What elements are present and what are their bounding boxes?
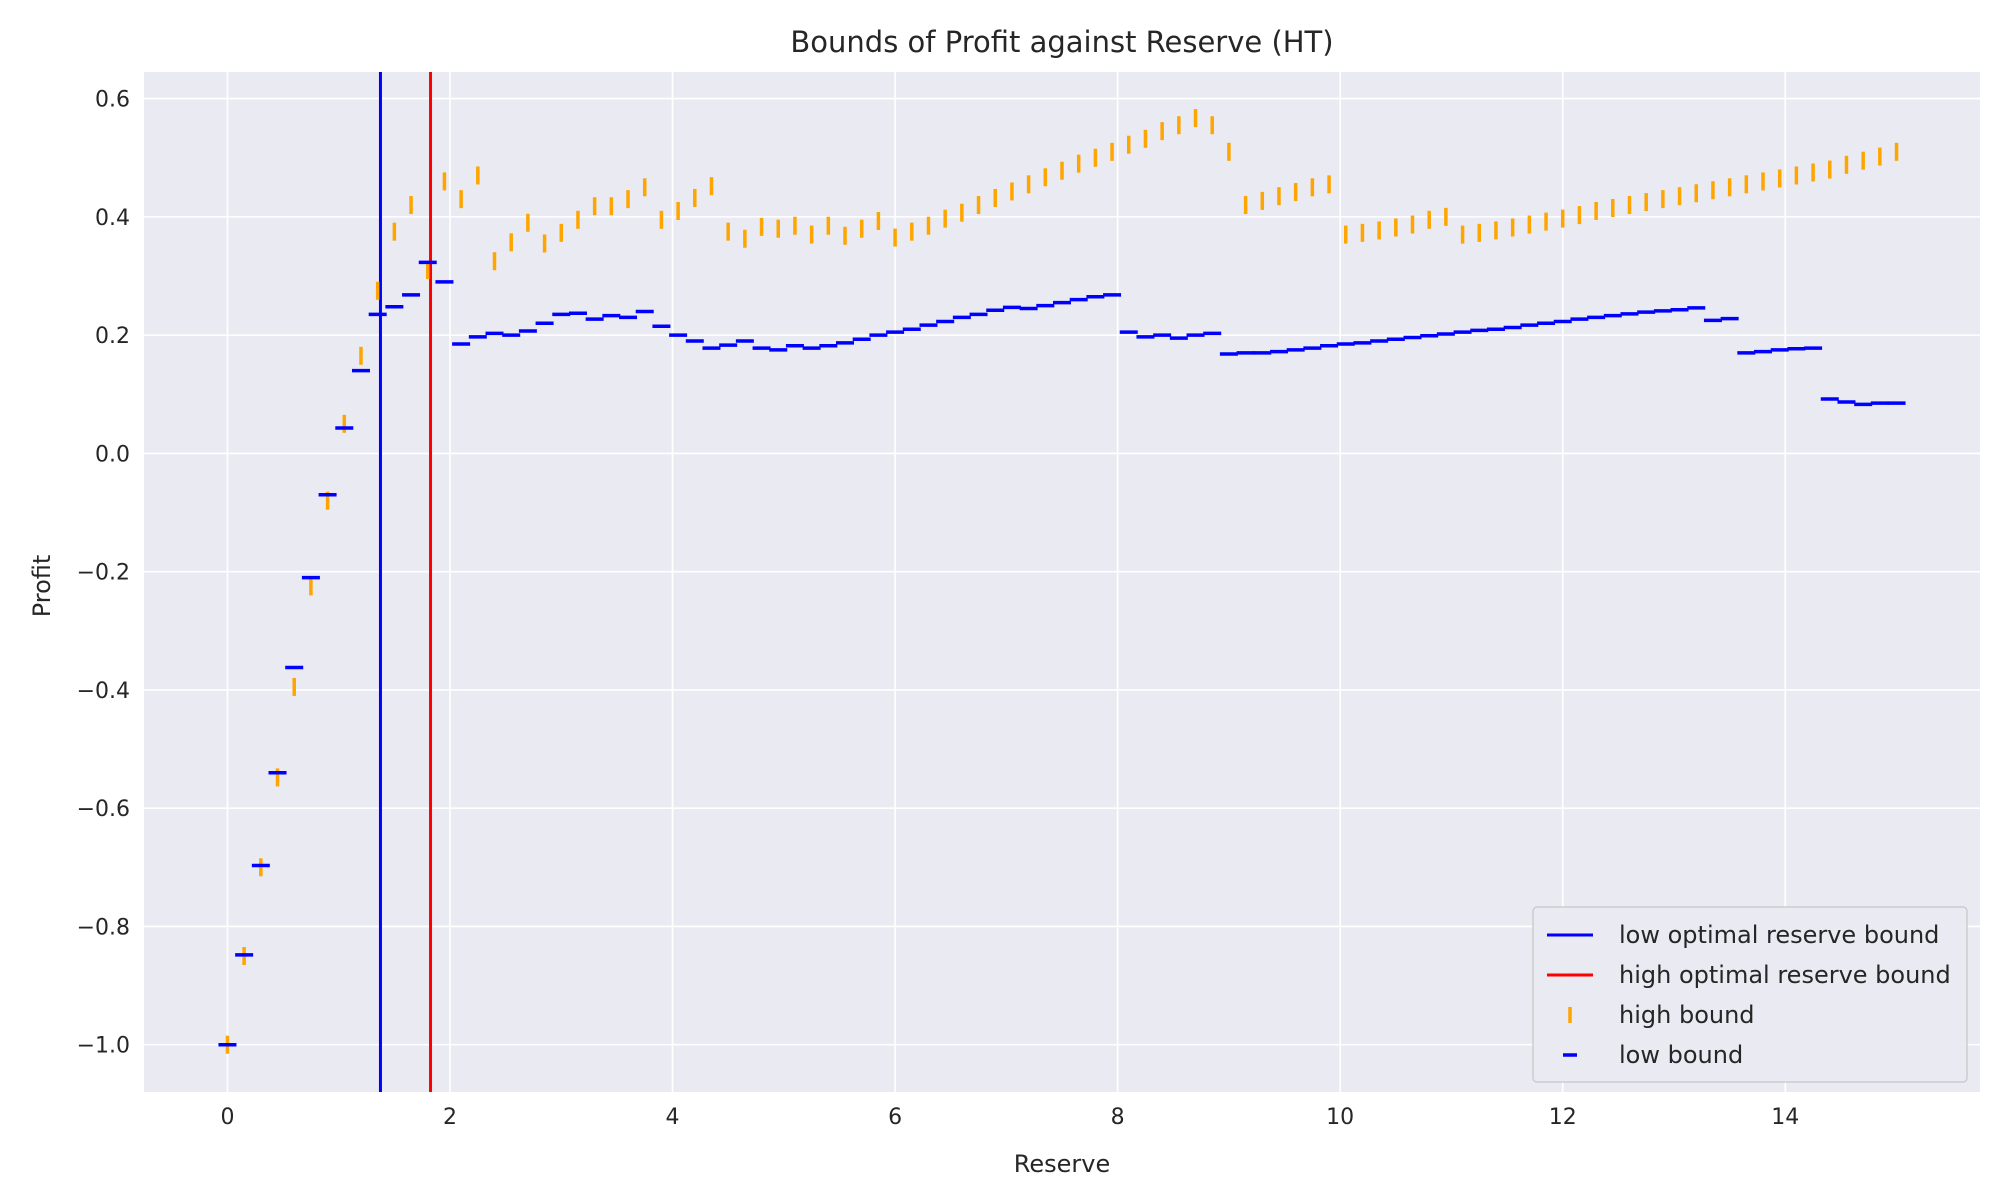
x-tick-label: 6 bbox=[888, 1105, 902, 1130]
y-tick-label: −0.4 bbox=[77, 679, 130, 704]
x-tick-label: 0 bbox=[220, 1105, 234, 1130]
data-marks bbox=[218, 109, 1906, 1054]
y-tick-label: 0.2 bbox=[95, 324, 130, 349]
legend-label-high-bound: high bound bbox=[1619, 1001, 1755, 1029]
legend-label-low-optimal-reserve-bound: low optimal reserve bound bbox=[1619, 921, 1939, 949]
x-axis-ticks: 0 2 4 6 8 10 12 14 bbox=[220, 1105, 1799, 1130]
y-tick-label: −0.2 bbox=[77, 561, 130, 586]
x-tick-label: 14 bbox=[1771, 1105, 1799, 1130]
chart-title: Bounds of Profit against Reserve (HT) bbox=[790, 25, 1333, 59]
x-tick-label: 10 bbox=[1326, 1105, 1354, 1130]
x-tick-label: 8 bbox=[1111, 1105, 1125, 1130]
series-high-bound bbox=[225, 109, 1899, 1054]
y-tick-label: 0.6 bbox=[95, 88, 130, 113]
optimal-reserve-lines bbox=[378, 72, 433, 1092]
y-axis-ticks: −1.0 −0.8 −0.6 −0.4 −0.2 0.0 0.2 0.4 0.6 bbox=[77, 88, 130, 1059]
x-tick-label: 2 bbox=[443, 1105, 457, 1130]
y-tick-label: −1.0 bbox=[77, 1034, 130, 1059]
legend: low optimal reserve bound high optimal re… bbox=[1532, 906, 1968, 1083]
legend-label-high-optimal-reserve-bound: high optimal reserve bound bbox=[1619, 961, 1951, 989]
x-tick-label: 12 bbox=[1549, 1105, 1577, 1130]
x-tick-label: 4 bbox=[666, 1105, 680, 1130]
y-tick-label: −0.8 bbox=[77, 915, 130, 940]
x-axis-label: Reserve bbox=[1014, 1150, 1110, 1178]
y-tick-label: 0.0 bbox=[95, 442, 130, 467]
y-axis-label: Profit bbox=[28, 555, 56, 618]
legend-box bbox=[1532, 906, 1968, 1083]
legend-label-low-bound: low bound bbox=[1619, 1041, 1743, 1069]
y-tick-label: 0.4 bbox=[95, 206, 130, 231]
y-tick-label: −0.6 bbox=[77, 797, 130, 822]
series-low-bound bbox=[218, 260, 1906, 1047]
